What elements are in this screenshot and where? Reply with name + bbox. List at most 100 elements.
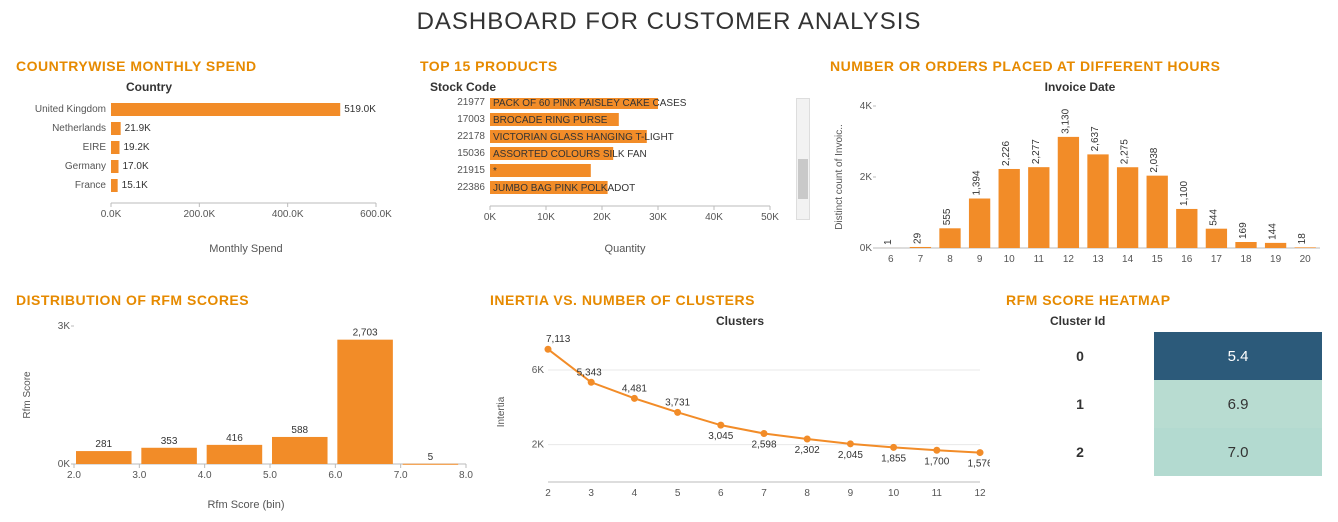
- svg-text:JUMBO BAG PINK POLKADOT: JUMBO BAG PINK POLKADOT: [493, 183, 635, 194]
- svg-text:4: 4: [632, 488, 638, 499]
- svg-text:200.0K: 200.0K: [183, 209, 215, 220]
- svg-text:29: 29: [912, 232, 923, 244]
- svg-text:22178: 22178: [457, 131, 485, 142]
- top15-scrollbar-thumb[interactable]: [798, 159, 808, 199]
- svg-text:15: 15: [1152, 254, 1164, 265]
- svg-text:11: 11: [1034, 254, 1045, 265]
- countrywise-xlabel: Monthly Spend: [86, 243, 406, 255]
- svg-text:6K: 6K: [532, 365, 545, 376]
- svg-text:7: 7: [761, 488, 767, 499]
- heatmap-body: 05.416.927.0: [1006, 332, 1326, 476]
- svg-text:13: 13: [1092, 254, 1104, 265]
- panel-top15: TOP 15 PRODUCTS Stock Code 21977PACK OF …: [420, 58, 810, 255]
- svg-text:144: 144: [1268, 223, 1279, 240]
- svg-text:353: 353: [161, 436, 178, 447]
- svg-text:1,855: 1,855: [881, 453, 906, 464]
- svg-text:19.2K: 19.2K: [123, 142, 149, 153]
- panel-countrywise: COUNTRYWISE MONTHLY SPEND Country United…: [16, 58, 406, 255]
- svg-text:9: 9: [848, 488, 854, 499]
- countrywise-subtitle: Country: [126, 80, 406, 94]
- rfmdist-chart: Rfm Score0K3K2.03.04.05.06.07.08.0281353…: [16, 314, 476, 494]
- svg-text:Germany: Germany: [65, 161, 106, 172]
- svg-text:555: 555: [942, 208, 953, 225]
- svg-text:2,045: 2,045: [838, 450, 863, 461]
- svg-text:2.0: 2.0: [67, 470, 81, 481]
- svg-text:2,703: 2,703: [353, 328, 378, 339]
- svg-text:8.0: 8.0: [459, 470, 473, 481]
- heatmap-cluster-label: 2: [1006, 428, 1154, 476]
- svg-text:17.0K: 17.0K: [123, 161, 149, 172]
- svg-text:5: 5: [428, 452, 434, 463]
- svg-text:10: 10: [1004, 254, 1016, 265]
- svg-text:France: France: [75, 180, 107, 191]
- svg-text:Distinct count of Invoic..: Distinct count of Invoic..: [834, 124, 845, 230]
- panel-rfmdist: DISTRIBUTION OF RFM SCORES Rfm Score 0K 3K…: [16, 292, 476, 511]
- svg-text:30K: 30K: [649, 212, 667, 223]
- svg-text:416: 416: [226, 433, 243, 444]
- svg-text:2,277: 2,277: [1031, 139, 1042, 164]
- svg-text:21977: 21977: [457, 98, 485, 108]
- svg-text:PACK OF 60 PINK PAISLEY CAKE C: PACK OF 60 PINK PAISLEY CAKE CASES: [493, 98, 687, 109]
- rfmdist-title: DISTRIBUTION OF RFM SCORES: [16, 292, 476, 308]
- panel-orders: NUMBER OR ORDERS PLACED AT DIFFERENT HOU…: [830, 58, 1330, 278]
- svg-text:12: 12: [1063, 254, 1075, 265]
- top15-chart: 21977 PACK OF 60 PINK PAISLEY CAKE CASES 1…: [420, 98, 782, 238]
- svg-text:ASSORTED COLOURS SILK FAN: ASSORTED COLOURS SILK FAN: [493, 149, 647, 160]
- svg-text:2: 2: [545, 488, 551, 499]
- svg-text:VICTORIAN GLASS HANGING T-LIGH: VICTORIAN GLASS HANGING T-LIGHT: [493, 132, 674, 143]
- heatmap-cluster-label: 0: [1006, 332, 1154, 380]
- heatmap-subtitle: Cluster Id: [1050, 314, 1326, 328]
- svg-text:8: 8: [804, 488, 810, 499]
- top15-scrollbar[interactable]: [796, 98, 810, 220]
- svg-text:15.1K: 15.1K: [122, 180, 148, 191]
- svg-text:519.0K: 519.0K: [344, 104, 376, 115]
- orders-title: NUMBER OR ORDERS PLACED AT DIFFERENT HOU…: [830, 58, 1330, 74]
- countrywise-chart: United Kingdom519.0KNetherlands21.9KEIRE…: [16, 98, 406, 238]
- svg-text:BROCADE RING PURSE: BROCADE RING PURSE: [493, 115, 608, 126]
- heatmap-value-cell: 7.0: [1154, 428, 1322, 476]
- svg-text:Rfm Score: Rfm Score: [22, 371, 33, 419]
- svg-text:0K: 0K: [484, 212, 497, 223]
- svg-text:2K: 2K: [860, 172, 873, 183]
- svg-text:5: 5: [675, 488, 681, 499]
- svg-text:Netherlands: Netherlands: [52, 123, 106, 134]
- svg-text:7.0: 7.0: [394, 470, 408, 481]
- svg-text:2,226: 2,226: [1001, 141, 1012, 166]
- svg-text:1: 1: [883, 239, 894, 245]
- svg-text:21915: 21915: [457, 165, 485, 176]
- svg-text:Intertia: Intertia: [496, 396, 507, 427]
- heatmap-cluster-label: 1: [1006, 380, 1154, 428]
- svg-text:400.0K: 400.0K: [272, 209, 304, 220]
- svg-text:2,598: 2,598: [751, 440, 776, 451]
- svg-text:20: 20: [1300, 254, 1312, 265]
- svg-text:0K: 0K: [860, 243, 873, 254]
- svg-text:10K: 10K: [537, 212, 555, 223]
- svg-text:1,576: 1,576: [967, 459, 990, 470]
- panel-heatmap: RFM SCORE HEATMAP Cluster Id 05.416.927.…: [1006, 292, 1326, 476]
- svg-text:600.0K: 600.0K: [360, 209, 392, 220]
- svg-text:281: 281: [95, 439, 112, 450]
- top15-xlabel: Quantity: [440, 243, 810, 255]
- svg-text:4.0: 4.0: [198, 470, 212, 481]
- svg-text:12: 12: [974, 488, 986, 499]
- svg-text:7,113: 7,113: [546, 334, 571, 345]
- svg-text:3K: 3K: [58, 321, 71, 332]
- svg-text:40K: 40K: [705, 212, 723, 223]
- svg-text:11: 11: [932, 488, 943, 499]
- heatmap-row: 05.4: [1006, 332, 1326, 380]
- heatmap-title: RFM SCORE HEATMAP: [1006, 292, 1326, 308]
- svg-text:2,038: 2,038: [1149, 147, 1160, 172]
- svg-text:22386: 22386: [457, 182, 485, 193]
- svg-text:*: *: [493, 166, 497, 177]
- svg-text:0K: 0K: [58, 459, 71, 470]
- svg-text:3: 3: [588, 488, 594, 499]
- svg-text:16: 16: [1181, 254, 1193, 265]
- svg-text:6: 6: [718, 488, 724, 499]
- svg-text:1,700: 1,700: [924, 456, 949, 467]
- svg-text:1,394: 1,394: [972, 170, 983, 195]
- svg-text:588: 588: [291, 425, 308, 436]
- svg-text:United Kingdom: United Kingdom: [35, 104, 106, 115]
- svg-text:5.0: 5.0: [263, 470, 277, 481]
- heatmap-value-cell: 5.4: [1154, 332, 1322, 380]
- svg-text:9: 9: [977, 254, 983, 265]
